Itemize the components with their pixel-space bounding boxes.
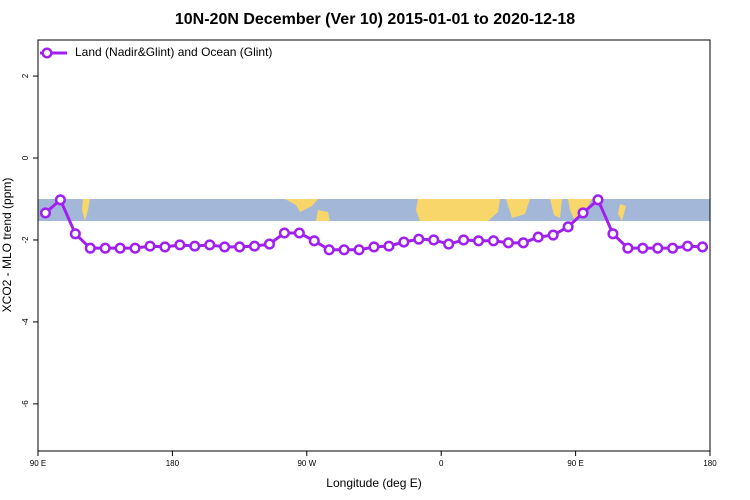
data-point	[293, 227, 305, 239]
data-point	[547, 229, 559, 241]
x-tick-label: 90 E	[567, 459, 583, 468]
data-point	[398, 236, 410, 248]
map-strip	[38, 199, 710, 221]
data-point	[144, 240, 156, 252]
data-point	[234, 241, 246, 253]
data-point	[353, 244, 365, 256]
data-point	[443, 238, 455, 250]
data-point	[323, 244, 335, 256]
x-tick-label: 90 W	[297, 459, 316, 468]
data-point	[696, 241, 709, 253]
y-tick-label: 0	[21, 155, 30, 160]
data-point	[652, 242, 664, 254]
data-point	[667, 242, 679, 254]
y-tick-label: -6	[21, 400, 30, 408]
x-axis-label: Longitude (deg E)	[326, 476, 421, 490]
data-point	[204, 239, 216, 251]
data-point	[637, 242, 649, 254]
data-point	[84, 242, 96, 254]
data-point	[562, 221, 574, 233]
data-point	[99, 242, 111, 254]
data-point	[368, 241, 380, 253]
data-point	[129, 242, 141, 254]
y-tick-label: -2	[21, 236, 30, 244]
data-point	[487, 235, 500, 247]
x-tick-label: 90 E	[30, 459, 46, 468]
data-point	[592, 194, 604, 206]
data-point	[413, 233, 425, 245]
data-point	[174, 239, 186, 251]
data-point	[577, 207, 589, 219]
data-point	[54, 194, 66, 206]
data-point	[39, 207, 52, 219]
x-tick-label: 180	[703, 459, 717, 468]
data-point	[607, 228, 619, 240]
data-point	[189, 240, 201, 252]
data-point	[517, 237, 529, 249]
data-point	[308, 235, 320, 247]
x-tick-label: 0	[439, 459, 444, 468]
data-point	[682, 240, 694, 252]
data-point	[532, 231, 544, 243]
data-point	[278, 227, 290, 239]
data-point	[263, 238, 276, 250]
plot-frame	[37, 39, 711, 452]
data-point	[69, 228, 81, 240]
data-point	[219, 241, 231, 253]
data-point	[622, 242, 634, 254]
data-point	[248, 240, 261, 252]
chart-title: 10N-20N December (Ver 10) 2015-01-01 to …	[175, 11, 575, 28]
data-point	[114, 242, 126, 254]
legend-marker	[41, 47, 53, 59]
data-point	[159, 241, 171, 253]
y-axis-label: XCO2 - MLO trend (ppm)	[0, 178, 14, 313]
y-tick-label: -4	[21, 318, 30, 326]
data-point	[338, 244, 350, 256]
legend-label: Land (Nadir&Glint) and Ocean (Glint)	[75, 45, 272, 59]
data-point	[472, 235, 485, 247]
data-point	[502, 237, 514, 249]
data-point	[428, 234, 440, 246]
y-tick-label: 2	[21, 73, 30, 78]
x-tick-label: 180	[166, 459, 180, 468]
data-point	[383, 240, 395, 252]
data-point	[458, 234, 470, 246]
